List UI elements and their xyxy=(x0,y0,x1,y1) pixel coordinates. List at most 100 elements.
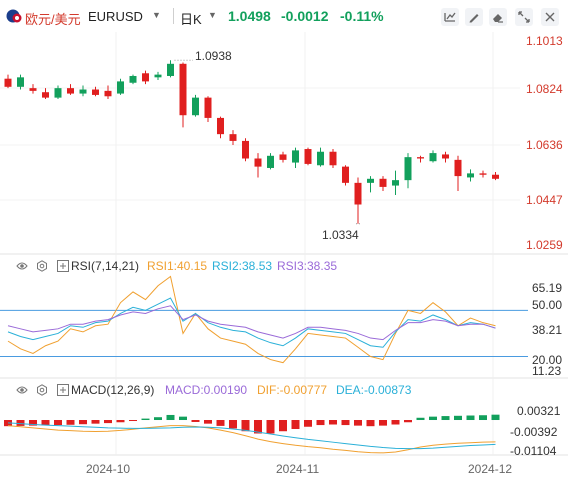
chart-settings-button[interactable] xyxy=(441,8,459,26)
macd-histogram-bar xyxy=(116,420,125,423)
price-change-percent: -0.11% xyxy=(340,8,384,24)
divider xyxy=(173,8,174,24)
eye-icon[interactable] xyxy=(16,260,28,272)
rsi3-value: RSI3:38.35 xyxy=(277,259,338,273)
candle-body xyxy=(454,159,462,177)
macd-histogram-bar xyxy=(54,420,62,426)
macd-histogram-bar xyxy=(229,420,237,429)
rsi3-line xyxy=(7,305,496,341)
x-axis-label: 2024-10 xyxy=(86,462,131,476)
candle-body xyxy=(479,173,487,175)
candle-body xyxy=(167,63,174,76)
dea-line xyxy=(7,422,496,450)
candle-body xyxy=(67,88,74,94)
symbol-name-cn[interactable]: 欧元/美元 xyxy=(25,12,81,27)
expand-button[interactable] xyxy=(515,8,533,26)
macd-histogram-bar xyxy=(404,420,412,423)
x-axis-label: 2024-11 xyxy=(276,462,320,476)
expand-icon xyxy=(518,11,530,23)
candle-body xyxy=(92,89,99,95)
macd-histogram-bar xyxy=(79,420,87,425)
macd-histogram-bar xyxy=(316,420,325,426)
caret-down-icon[interactable]: ▼ xyxy=(152,10,161,20)
period-selector[interactable]: 日K xyxy=(180,12,202,27)
candle-body xyxy=(417,157,424,159)
x-axis-label: 2024-12 xyxy=(468,462,513,476)
low-price-label: 1.0334 xyxy=(322,228,359,242)
add-indicator-icon[interactable] xyxy=(57,384,69,396)
settings-icon[interactable] xyxy=(36,260,48,272)
macd-histogram-bar xyxy=(329,420,337,425)
candle-body xyxy=(279,154,287,160)
macd-histogram-bar xyxy=(441,416,450,421)
eye-icon[interactable] xyxy=(16,384,28,396)
rsi2-line xyxy=(7,297,496,348)
symbol-code[interactable]: EURUSD xyxy=(88,9,143,24)
macd-histogram-bar xyxy=(204,420,212,424)
macd-axis-tick: -0.00392 xyxy=(510,425,558,439)
candle-body xyxy=(117,81,124,94)
macd-histogram-bar xyxy=(279,420,287,432)
macd-histogram-bar xyxy=(16,420,25,426)
macd-histogram-bar xyxy=(141,418,150,421)
candle-body xyxy=(204,97,212,118)
settings-icon[interactable] xyxy=(36,384,48,396)
candle-body xyxy=(104,90,112,97)
macd-histogram-bar xyxy=(454,415,462,421)
macd-histogram-bar xyxy=(129,420,137,422)
top-bar: 欧元/美元 EURUSD ▼ 日K ▼ 1.0498 -0.0012 -0.11… xyxy=(0,0,568,32)
caret-down-icon[interactable]: ▼ xyxy=(208,10,217,20)
candle-body xyxy=(329,151,337,166)
rsi-axis-tick: 20.00 xyxy=(532,353,563,367)
macd-axis-tick: 0.00321 xyxy=(517,404,561,418)
candle-body xyxy=(179,63,187,116)
candle-body xyxy=(317,151,324,166)
eraser-icon xyxy=(493,14,503,23)
candle-body xyxy=(442,154,449,159)
rsi1-value: RSI1:40.15 xyxy=(147,259,208,273)
macd-histogram-bar xyxy=(391,420,400,425)
macd-histogram-bar xyxy=(429,416,437,421)
macd-value: MACD:0.00190 xyxy=(165,383,248,397)
candle-body xyxy=(154,74,162,78)
price-axis-tick: 1.0447 xyxy=(526,193,563,207)
candle-body xyxy=(29,88,37,91)
rsi-axis-tick: 11.23 xyxy=(532,364,562,378)
candle-body xyxy=(229,134,237,141)
close-button[interactable] xyxy=(541,8,559,26)
candle-body xyxy=(54,88,62,98)
candle-body xyxy=(142,73,149,82)
candle-body xyxy=(342,166,349,183)
candle-body xyxy=(129,75,137,83)
macd-histogram-bar xyxy=(266,420,275,434)
dea-value: DEA:-0.00873 xyxy=(336,383,412,397)
add-indicator-icon[interactable] xyxy=(57,260,69,272)
macd-histogram-bar xyxy=(166,414,175,421)
rsi-axis-tick: 50.00 xyxy=(532,298,563,312)
draw-tool-button[interactable] xyxy=(465,8,483,26)
macd-axis-tick: -0.01104 xyxy=(510,444,557,458)
macd-histogram-bar xyxy=(291,420,300,429)
price-axis-tick: 1.1013 xyxy=(526,34,563,48)
last-price: 1.0498 xyxy=(228,8,271,24)
macd-histogram-bar xyxy=(416,417,425,421)
candle-body xyxy=(42,92,49,98)
candle-body xyxy=(304,149,312,164)
candle-body xyxy=(17,77,24,87)
candle-body xyxy=(292,150,299,163)
rsi-axis-tick: 38.21 xyxy=(532,323,563,337)
price-axis-tick: 1.0636 xyxy=(526,138,563,152)
rsi-axis-tick: 65.19 xyxy=(532,281,563,295)
price-axis-tick: 1.0259 xyxy=(526,238,563,252)
macd-histogram-bar xyxy=(216,420,225,426)
macd-histogram-bar xyxy=(91,420,100,424)
macd-histogram-bar xyxy=(304,420,312,427)
eraser-button[interactable] xyxy=(489,8,507,26)
high-price-label: 1.0938 xyxy=(195,49,232,63)
price-axis-tick: 1.0824 xyxy=(526,82,563,96)
macd-histogram-bar xyxy=(241,420,250,432)
rsi1-line xyxy=(7,275,496,364)
candle-body xyxy=(492,174,499,179)
macd-title: MACD(12,26,9) xyxy=(71,383,155,397)
